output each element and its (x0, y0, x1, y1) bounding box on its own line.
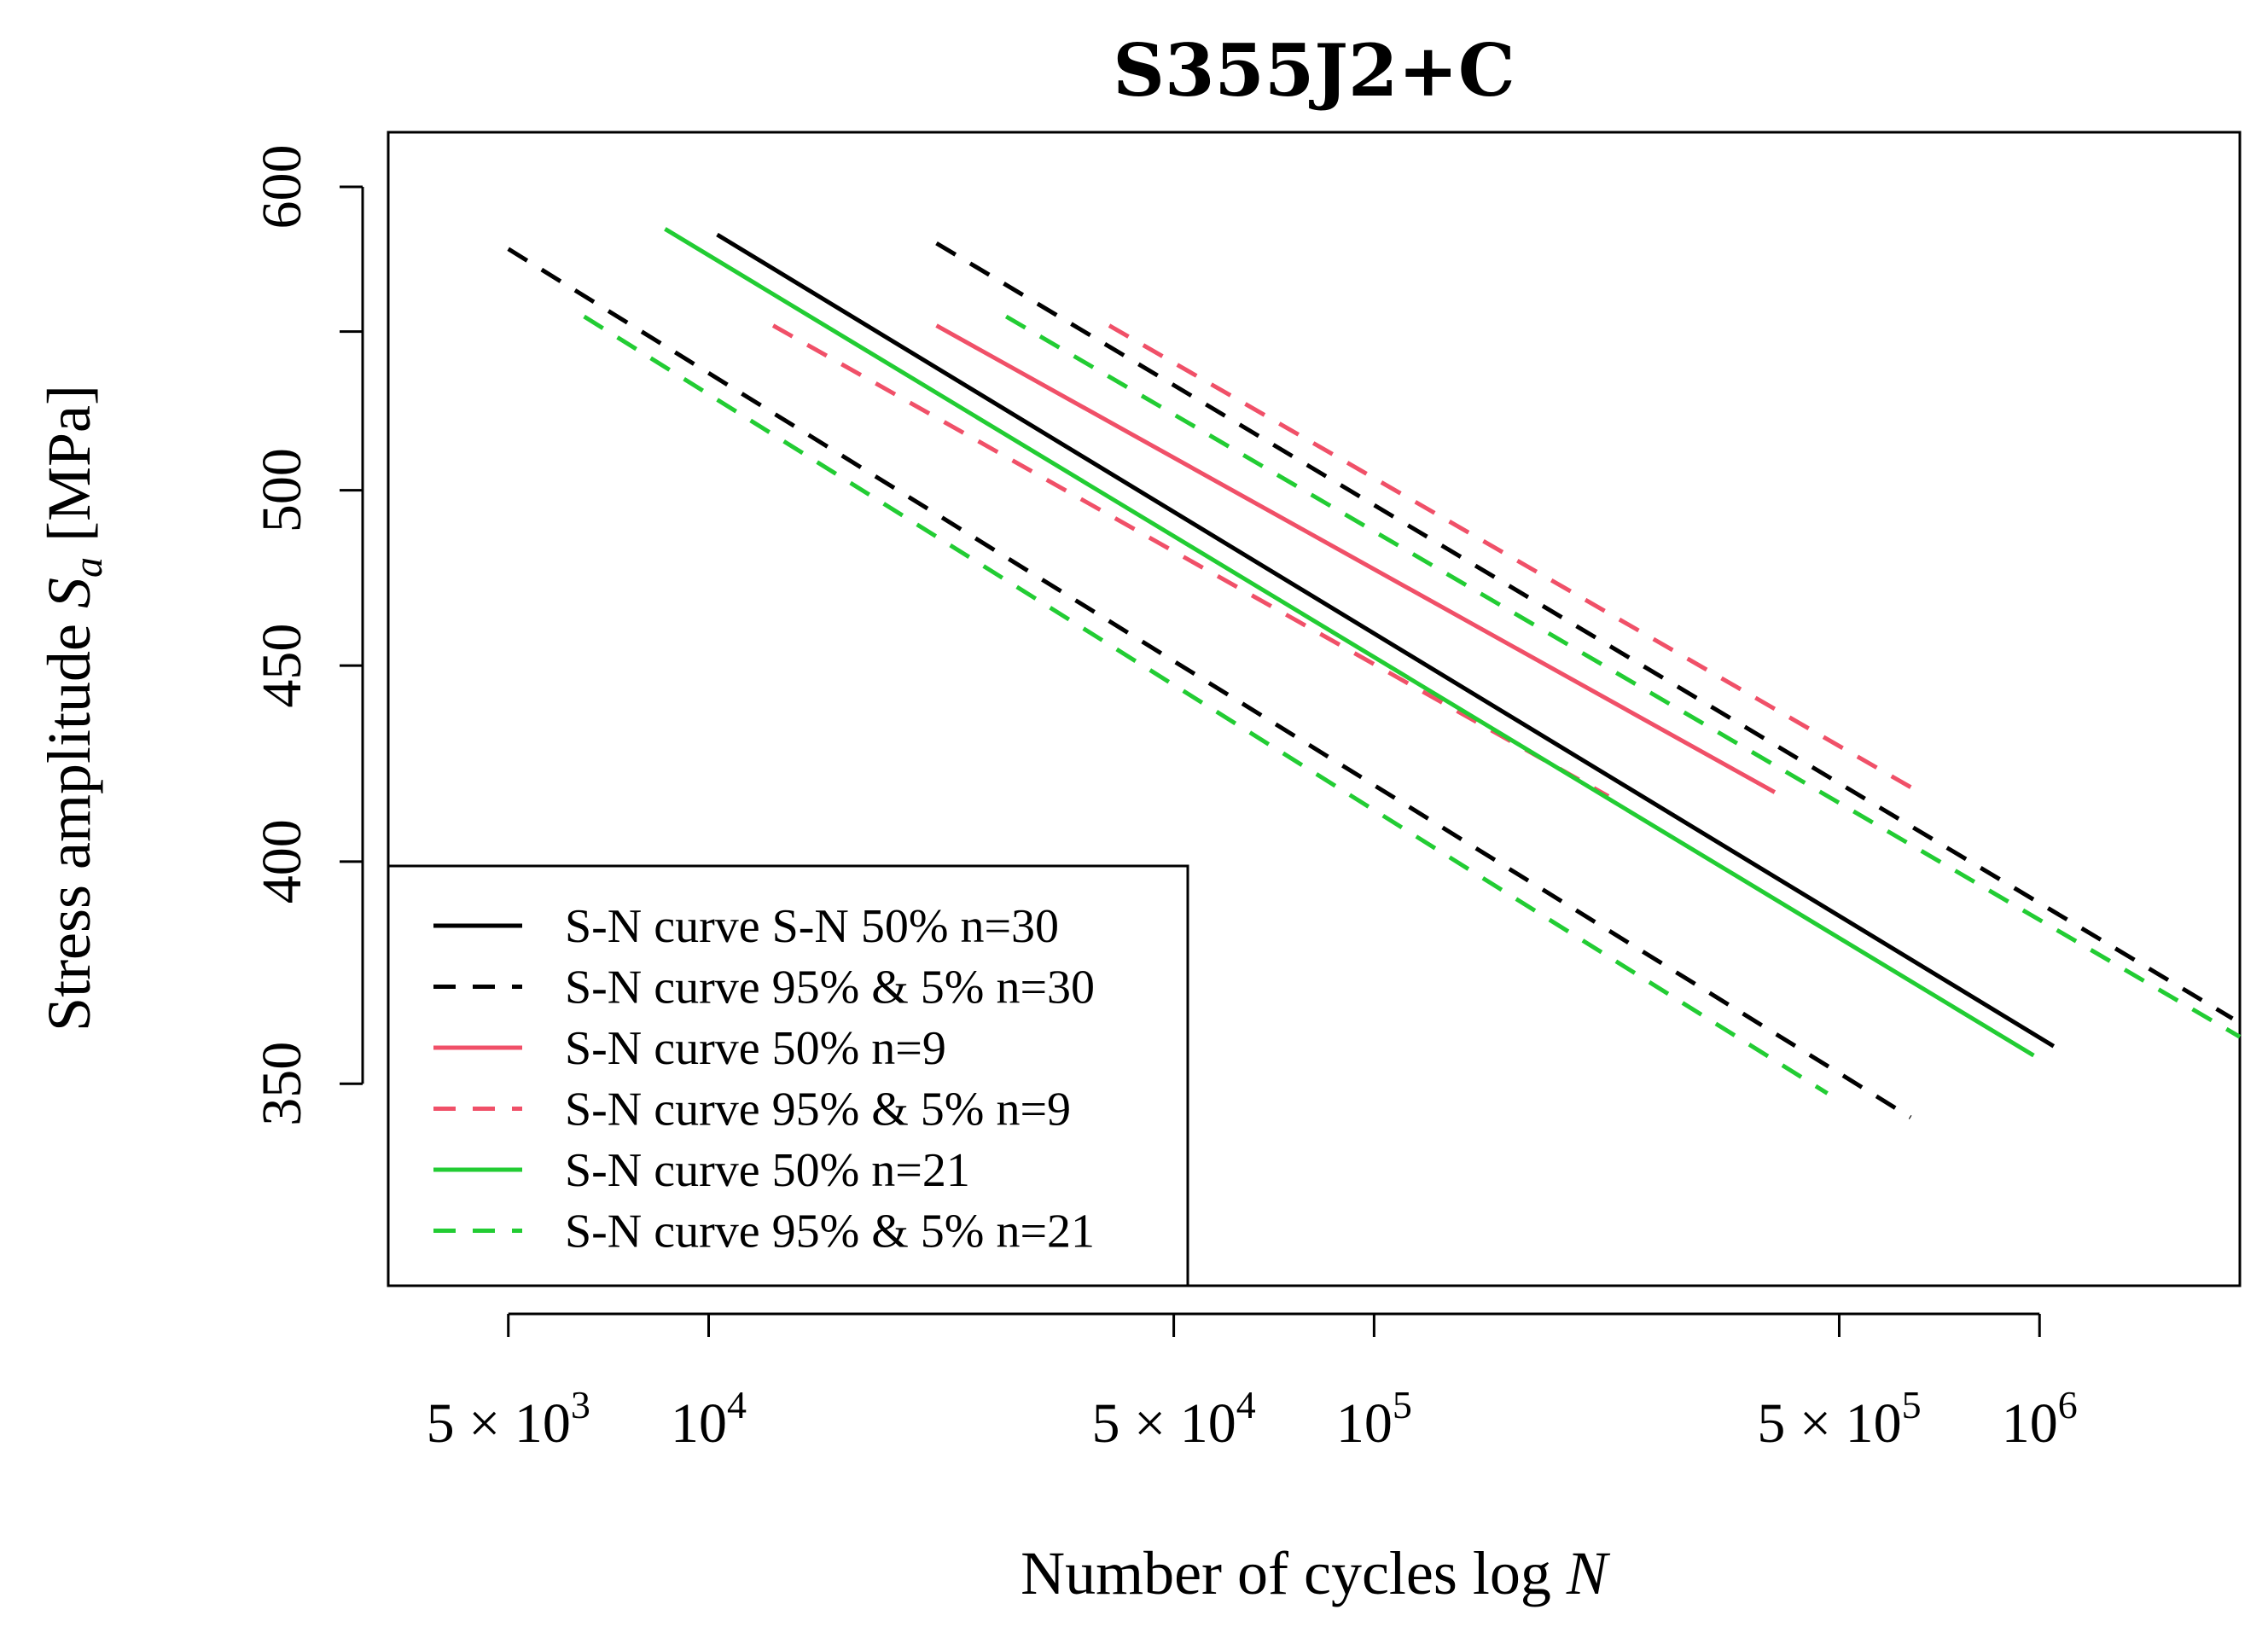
x-tick-exponent: 5 (1902, 1383, 1922, 1427)
x-tick-exponent: 6 (2058, 1383, 2078, 1427)
x-tick-base: 10 (1180, 1392, 1236, 1455)
x-tick-mantissa: 5 (1091, 1392, 1134, 1455)
series-line-n21-lower (583, 314, 1829, 1095)
x-axis-label-text: Number of cycles log (1021, 1539, 1567, 1607)
x-tick-exponent: 4 (727, 1383, 747, 1427)
y-tick-label: 600 (251, 145, 313, 230)
x-axis-label: Number of cycles log N (1021, 1539, 1611, 1607)
series-line-n21-upper (1004, 314, 2242, 1039)
series-line-n30-upper (935, 241, 2234, 1020)
plot-frame (387, 131, 2242, 1287)
series-layer (507, 227, 2242, 1119)
x-tick-exponent: 4 (1236, 1383, 1256, 1427)
legend-label: S-N curve 50% n=9 (565, 1022, 946, 1075)
series-line-n9-lower (771, 323, 1610, 799)
x-axis-label-var: N (1566, 1539, 1611, 1607)
y-tick-label: 450 (251, 624, 313, 708)
x-tick-exponent: 5 (1393, 1383, 1412, 1427)
series-line-n30-lower (507, 247, 1912, 1119)
y-axis-label: Stress amplitude Sa [MPa] (35, 385, 111, 1031)
legend: S-N curve S-N 50% n=30 S-N curve 95% & 5%… (387, 864, 1189, 1287)
x-tick-times: × (1134, 1392, 1180, 1455)
x-tick-label: 104 (671, 1383, 747, 1455)
legend-label: S-N curve 50% n=21 (565, 1144, 970, 1197)
y-tick-label: 350 (251, 1042, 313, 1126)
chart-title: S355J2+C (1113, 28, 1515, 113)
series-line-n21-50 (664, 227, 2035, 1058)
y-tick-label: 400 (251, 819, 313, 904)
y-axis-label-var: S (35, 578, 103, 608)
x-axis: 5 × 103 104 5 × 104 105 5 × 105 106 (427, 1312, 2078, 1455)
x-tick-label: 5 × 104 (1091, 1383, 1255, 1455)
y-tick-label: 500 (251, 448, 313, 532)
y-axis-label-text: Stress amplitude (35, 608, 103, 1031)
x-tick-label: 5 × 105 (1757, 1383, 1921, 1455)
x-tick-times: × (1800, 1392, 1846, 1455)
x-tick-mantissa: 5 (1757, 1392, 1800, 1455)
legend-box (387, 864, 1189, 1287)
x-tick-base: 10 (1336, 1392, 1393, 1455)
y-axis: 350 400 450 500 600 (251, 145, 364, 1126)
x-tick-exponent: 3 (571, 1383, 590, 1427)
x-tick-base: 10 (1846, 1392, 1902, 1455)
y-axis-label-sub: a (66, 557, 111, 578)
y-axis-label-unit: [MPa] (35, 385, 103, 557)
legend-label: S-N curve 95% & 5% n=21 (565, 1206, 1095, 1258)
x-tick-label: 105 (1336, 1383, 1412, 1455)
x-tick-base: 10 (2002, 1392, 2058, 1455)
x-tick-base: 10 (515, 1392, 571, 1455)
x-tick-label: 106 (2002, 1383, 2078, 1455)
series-line-n30-50 (716, 232, 2056, 1049)
x-tick-times: × (468, 1392, 515, 1455)
legend-label: S-N curve S-N 50% n=30 (565, 900, 1059, 953)
legend-label: S-N curve 95% & 5% n=30 (565, 962, 1095, 1014)
legend-label: S-N curve 95% & 5% n=9 (565, 1084, 1071, 1136)
series-line-n9-50 (935, 323, 1777, 794)
x-tick-base: 10 (671, 1392, 727, 1455)
x-tick-label: 5 × 103 (427, 1383, 590, 1455)
x-tick-mantissa: 5 (427, 1392, 469, 1455)
